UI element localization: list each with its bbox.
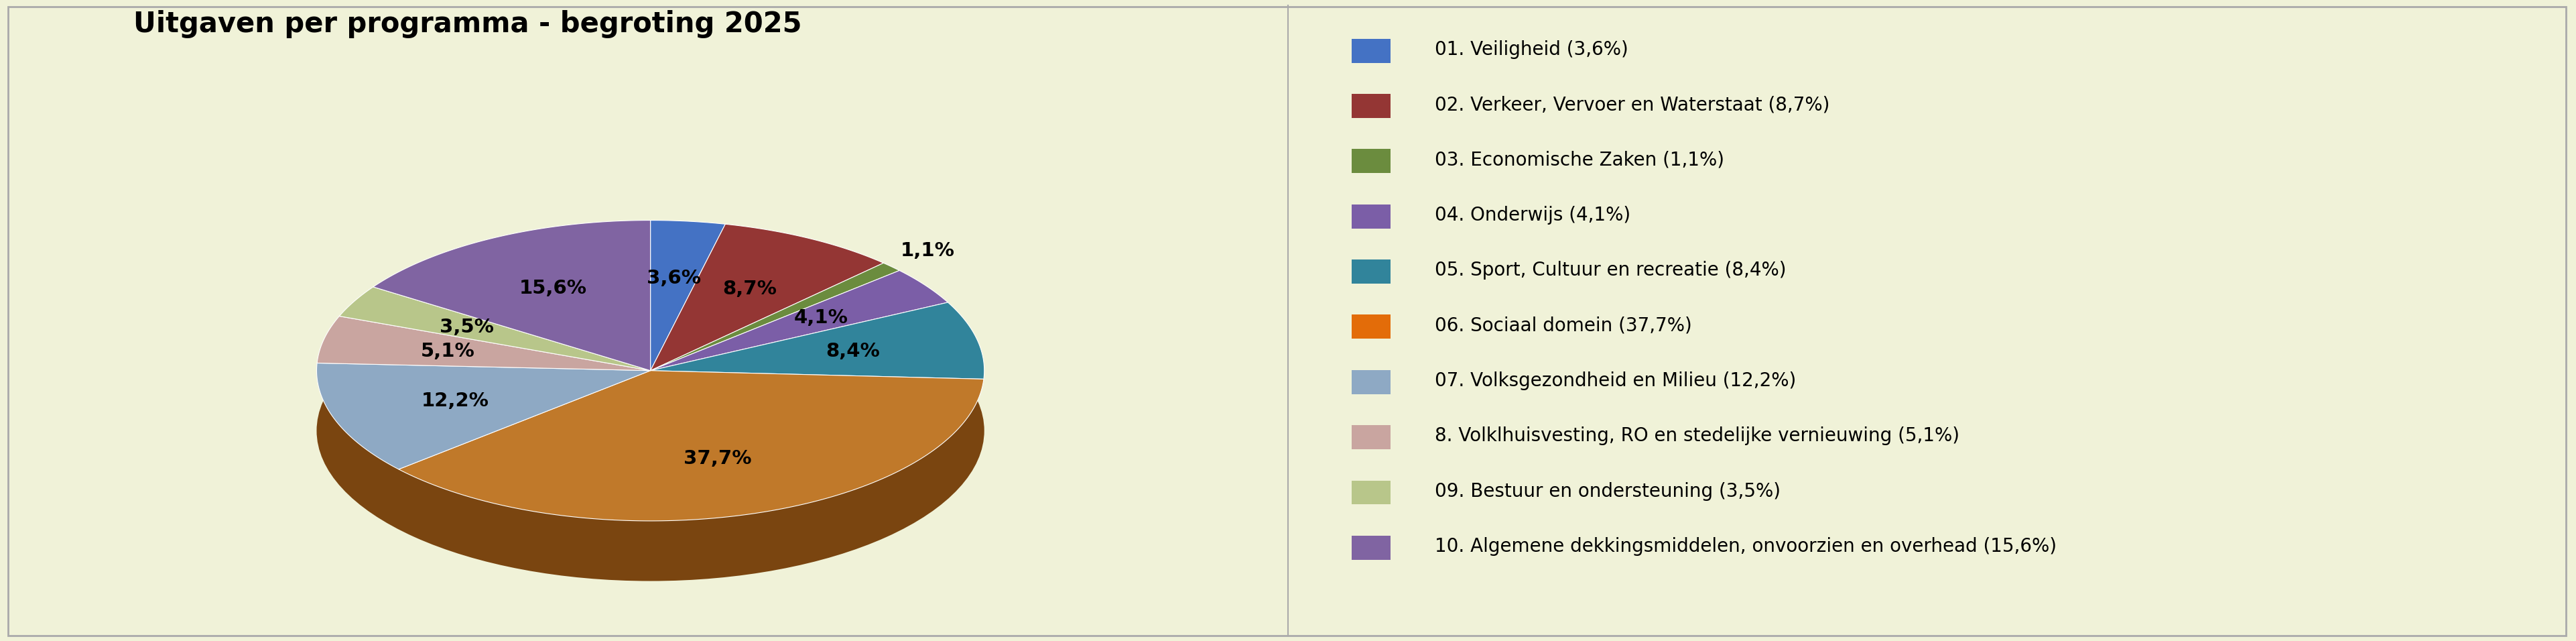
Text: 10. Algemene dekkingsmiddelen, onvoorzien en overhead (15,6%): 10. Algemene dekkingsmiddelen, onvoorzie… [1435, 537, 2056, 556]
Text: 05. Sport, Cultuur en recreatie (8,4%): 05. Sport, Cultuur en recreatie (8,4%) [1435, 261, 1785, 279]
Polygon shape [340, 287, 649, 370]
Text: 09. Bestuur en ondersteuning (3,5%): 09. Bestuur en ondersteuning (3,5%) [1435, 482, 1780, 501]
Text: 1,1%: 1,1% [902, 242, 956, 260]
Text: 03. Economische Zaken (1,1%): 03. Economische Zaken (1,1%) [1435, 151, 1723, 169]
FancyBboxPatch shape [1352, 149, 1391, 173]
Text: 01. Veiligheid (3,6%): 01. Veiligheid (3,6%) [1435, 40, 1628, 59]
Text: 06. Sociaal domein (37,7%): 06. Sociaal domein (37,7%) [1435, 316, 1692, 335]
Text: 8,7%: 8,7% [721, 279, 778, 298]
Ellipse shape [317, 280, 984, 581]
Text: 37,7%: 37,7% [683, 449, 752, 468]
Text: 3,6%: 3,6% [647, 269, 701, 287]
FancyBboxPatch shape [1352, 94, 1391, 118]
Text: 04. Onderwijs (4,1%): 04. Onderwijs (4,1%) [1435, 206, 1631, 224]
Polygon shape [649, 303, 984, 379]
Polygon shape [649, 263, 899, 370]
Polygon shape [649, 224, 884, 370]
Text: 5,1%: 5,1% [420, 342, 474, 360]
Polygon shape [399, 370, 984, 521]
FancyBboxPatch shape [1352, 38, 1391, 63]
Polygon shape [649, 221, 726, 370]
FancyBboxPatch shape [1352, 536, 1391, 560]
Text: 07. Volksgezondheid en Milieu (12,2%): 07. Volksgezondheid en Milieu (12,2%) [1435, 371, 1795, 390]
FancyBboxPatch shape [1352, 370, 1391, 394]
FancyBboxPatch shape [1352, 204, 1391, 228]
Text: 4,1%: 4,1% [793, 308, 848, 328]
FancyBboxPatch shape [1352, 315, 1391, 339]
Polygon shape [317, 363, 649, 469]
FancyBboxPatch shape [1352, 425, 1391, 449]
Text: 12,2%: 12,2% [420, 392, 489, 410]
Text: 15,6%: 15,6% [520, 279, 587, 298]
Text: 8. Volklhuisvesting, RO en stedelijke vernieuwing (5,1%): 8. Volklhuisvesting, RO en stedelijke ve… [1435, 427, 1960, 445]
Text: 8,4%: 8,4% [827, 342, 881, 361]
Text: 02. Verkeer, Vervoer en Waterstaat (8,7%): 02. Verkeer, Vervoer en Waterstaat (8,7%… [1435, 96, 1829, 114]
FancyBboxPatch shape [1352, 480, 1391, 504]
Polygon shape [317, 316, 649, 370]
Polygon shape [374, 221, 649, 370]
FancyBboxPatch shape [1352, 260, 1391, 284]
Text: 3,5%: 3,5% [440, 318, 495, 337]
Polygon shape [649, 271, 948, 370]
Text: Uitgaven per programma - begroting 2025: Uitgaven per programma - begroting 2025 [134, 10, 801, 38]
